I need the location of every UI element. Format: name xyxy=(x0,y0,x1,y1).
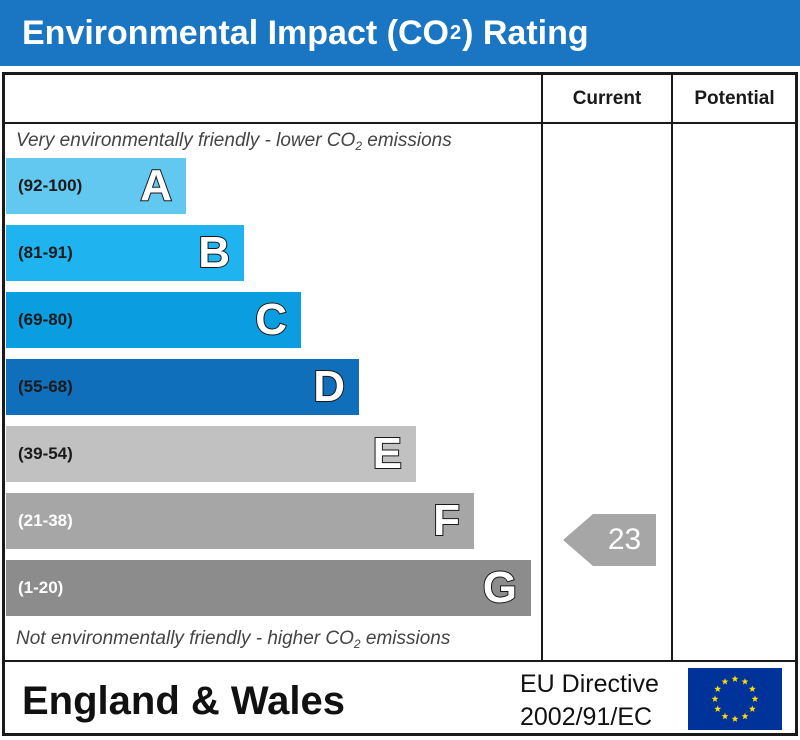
band-a: (92-100) A xyxy=(6,158,186,214)
top-note-text: Very environmentally friendly - lower CO xyxy=(16,130,356,151)
eu-directive: EU Directive 2002/91/EC xyxy=(520,668,680,734)
band-letter: C xyxy=(254,295,288,344)
eu-star-icon xyxy=(731,715,739,722)
eu-flag-icon xyxy=(688,668,782,730)
band-letter: F xyxy=(432,496,461,545)
band-range: (39-54) xyxy=(18,444,73,463)
bottom-note: Not environmentally friendly - higher CO… xyxy=(16,628,450,651)
eu-star-icon xyxy=(741,712,749,720)
pointer-arrow-icon xyxy=(563,514,656,566)
band-range: (21-38) xyxy=(18,511,73,530)
eu-star-icon xyxy=(731,675,739,682)
band-e: (39-54) E xyxy=(6,426,416,482)
band-letter: E xyxy=(372,429,403,478)
column-potential: Potential xyxy=(694,88,775,109)
top-note-suffix: emissions xyxy=(362,130,452,151)
band-f: (21-38) F xyxy=(6,493,474,549)
band-letter: A xyxy=(139,161,173,210)
divider-potential xyxy=(671,72,673,662)
region-label: England & Wales xyxy=(22,678,346,723)
bottom-note-subscript: 2 xyxy=(353,637,361,651)
band-g: (1-20) G xyxy=(6,560,531,616)
band-range: (55-68) xyxy=(18,377,73,396)
current-rating-pointer: 23 xyxy=(563,514,656,566)
top-note: Very environmentally friendly - lower CO… xyxy=(16,130,452,153)
rating-frame xyxy=(2,72,798,736)
current-rating-value: 23 xyxy=(607,523,642,556)
eu-star-icon xyxy=(714,685,722,692)
band-letter: B xyxy=(197,228,231,277)
header-row-divider xyxy=(2,122,798,124)
top-note-subscript: 2 xyxy=(355,139,362,153)
band-range: (92-100) xyxy=(18,176,83,195)
eu-star-icon xyxy=(748,685,756,692)
band-b: (81-91) B xyxy=(6,225,244,281)
band-letter: D xyxy=(312,362,346,411)
eu-directive-line1: EU Directive xyxy=(520,670,659,698)
divider-current xyxy=(541,72,543,662)
eu-star-icon xyxy=(721,678,729,685)
band-range: (1-20) xyxy=(18,578,64,597)
band-letter: G xyxy=(482,563,518,612)
bottom-note-text: Not environmentally friendly - higher CO xyxy=(16,628,354,649)
band-d: (55-68) D xyxy=(6,359,359,415)
eu-star-icon xyxy=(748,705,756,712)
title-subscript: 2 xyxy=(449,21,462,44)
bottom-note-suffix: emissions xyxy=(360,628,451,649)
eu-directive-line2: 2002/91/EC xyxy=(520,703,653,731)
eu-star-icon xyxy=(721,712,729,720)
band-range: (81-91) xyxy=(18,243,73,262)
eu-star-icon xyxy=(741,678,749,685)
eu-star-icon xyxy=(714,705,722,712)
band-c: (69-80) C xyxy=(6,292,301,348)
column-current: Current xyxy=(572,88,642,109)
eu-star-icon xyxy=(711,695,719,702)
title-suffix: ) Rating xyxy=(462,13,589,52)
eu-star-icon xyxy=(751,695,759,702)
footer-divider xyxy=(2,660,798,662)
page-title: Environmental Impact (CO 2) Rating xyxy=(0,0,800,66)
title-text: Environmental Impact (CO xyxy=(22,13,449,52)
band-range: (69-80) xyxy=(18,310,73,329)
